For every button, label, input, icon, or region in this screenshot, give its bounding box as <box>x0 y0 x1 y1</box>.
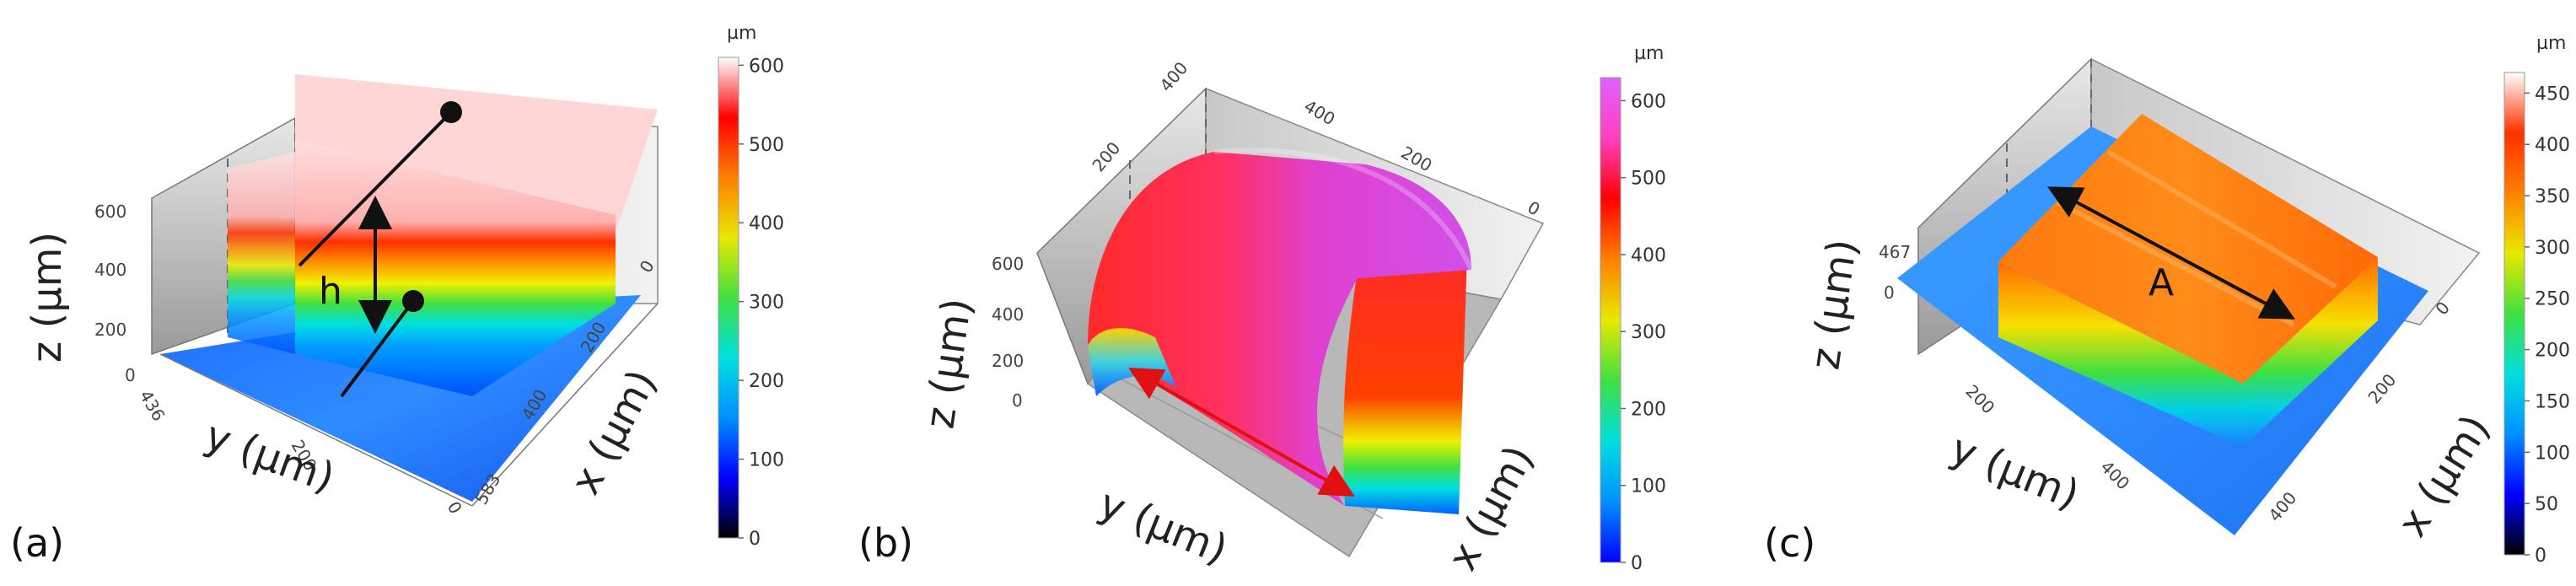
panel-c: A 467 0 z (µm) 200 400 y (µm) 0 200 400 … <box>1764 33 2570 567</box>
colorbar-scale <box>1600 77 1621 563</box>
colorbar-tick-label: 200 <box>2535 341 2570 362</box>
height-label: h <box>319 270 342 313</box>
y-tick: 400 <box>2096 457 2133 494</box>
colorbar-tick-label: 0 <box>1631 553 1643 574</box>
colorbar-tick-label: 0 <box>749 529 761 550</box>
arch-width-arrow <box>1128 368 1355 497</box>
y-axis-label: y (µm) <box>1944 425 2086 519</box>
colorbar-tick-label: 300 <box>749 293 784 314</box>
colorbar-tick-label: 350 <box>2535 186 2570 207</box>
x-tick: 400 <box>1301 96 1339 130</box>
z-tick: 400 <box>992 304 1024 325</box>
panel-label-c: (c) <box>1764 520 1815 566</box>
profile-point-bottom <box>402 290 424 312</box>
y-tick: 200 <box>1961 381 1998 418</box>
colorbar-tick-label: 100 <box>1631 476 1666 497</box>
panel-label-b: (b) <box>858 520 913 566</box>
block-side-right <box>2243 257 2378 447</box>
colorbar-b: µm 0 100 200 300 400 500 600 <box>1600 43 1666 574</box>
z-tick: 467 <box>1879 242 1911 262</box>
colorbar-tick-label: 300 <box>1631 322 1666 343</box>
x-tick: 0 <box>2431 298 2454 319</box>
colorbar-unit: µm <box>1634 43 1664 64</box>
length-label: A <box>2148 261 2174 304</box>
z-tick: 200 <box>94 320 126 340</box>
z-axis-label: z (µm) <box>1801 236 1866 372</box>
y-tick: 0 <box>444 498 466 518</box>
colorbar-scale <box>2503 72 2525 556</box>
colorbar-tick-label: 400 <box>2535 135 2570 156</box>
y-tick: 400 <box>1155 58 1191 96</box>
arch-side <box>1343 253 1467 514</box>
colorbar-tick-label: 450 <box>2535 83 2570 105</box>
z-ticks-a: 600 400 200 0 <box>94 202 136 385</box>
x-axis-label: x (µm) <box>562 362 666 502</box>
x-tick: 400 <box>2264 488 2300 526</box>
colorbar-tick-label: 500 <box>749 135 784 156</box>
colorbar-tick-label: 400 <box>749 213 784 234</box>
profile-line-lower <box>340 299 415 398</box>
profile-point-top <box>440 101 462 123</box>
colorbar-tick-label: 50 <box>2535 494 2558 515</box>
panel-b: 600 400 200 0 z (µm) 400 200 y (µm) 400 … <box>858 43 1666 578</box>
colorbar-tick-label: 600 <box>1631 91 1666 112</box>
y-axis-label: y (µm) <box>1093 480 1234 573</box>
colorbar-tick-label: 600 <box>749 56 784 77</box>
colorbar-unit: µm <box>2536 33 2566 54</box>
y-tick: 200 <box>1088 138 1124 176</box>
block-length-arrow <box>2046 186 2296 320</box>
colorbar-tick-label: 200 <box>1631 399 1666 420</box>
x-tick: 200 <box>2364 370 2400 408</box>
colorbar-tick-label: 500 <box>1631 169 1666 190</box>
panel-label-a: (a) <box>10 520 64 566</box>
z-tick: 200 <box>992 351 1024 371</box>
step-top <box>295 74 658 232</box>
z-tick: 0 <box>1884 282 1895 303</box>
arch-end <box>1088 328 1176 396</box>
colorbar-tick-label: 0 <box>2535 546 2546 567</box>
y-tick: 436 <box>136 387 169 425</box>
z-ticks-b: 600 400 200 0 <box>992 254 1024 411</box>
z-tick: 600 <box>94 202 126 222</box>
colorbar-tick-label: 400 <box>1631 245 1666 266</box>
colorbar-tick-label: 100 <box>749 450 784 471</box>
z-tick: 0 <box>1012 390 1023 411</box>
panel-a: h 600 400 200 0 z (µm) 436 200 0 y (µm) … <box>10 23 784 566</box>
colorbar-tick-label: 200 <box>749 371 784 392</box>
colorbar-tick-label: 300 <box>2535 238 2570 259</box>
colorbar-tick-label: 250 <box>2535 289 2570 310</box>
colorbar-c: µm 0 50 100 150 200 250 300 350 400 450 <box>2503 33 2570 567</box>
x-axis-label: x (µm) <box>2389 406 2499 545</box>
z-tick: 0 <box>125 365 136 385</box>
z-ticks-c: 467 0 <box>1879 242 1911 303</box>
colorbar-scale <box>718 56 739 539</box>
profile-line <box>298 110 453 267</box>
z-axis-label: z (µm) <box>24 232 71 363</box>
colorbar-unit: µm <box>727 23 756 44</box>
z-tick: 400 <box>94 260 126 280</box>
arch-top <box>1088 152 1471 506</box>
colorbar-a: µm 0 100 200 300 400 500 600 <box>718 23 784 550</box>
colorbar-tick-label: 100 <box>2535 443 2570 464</box>
colorbar-tick-label: 150 <box>2535 391 2570 412</box>
z-tick: 600 <box>992 254 1024 274</box>
z-axis-label: z (µm) <box>916 295 981 431</box>
